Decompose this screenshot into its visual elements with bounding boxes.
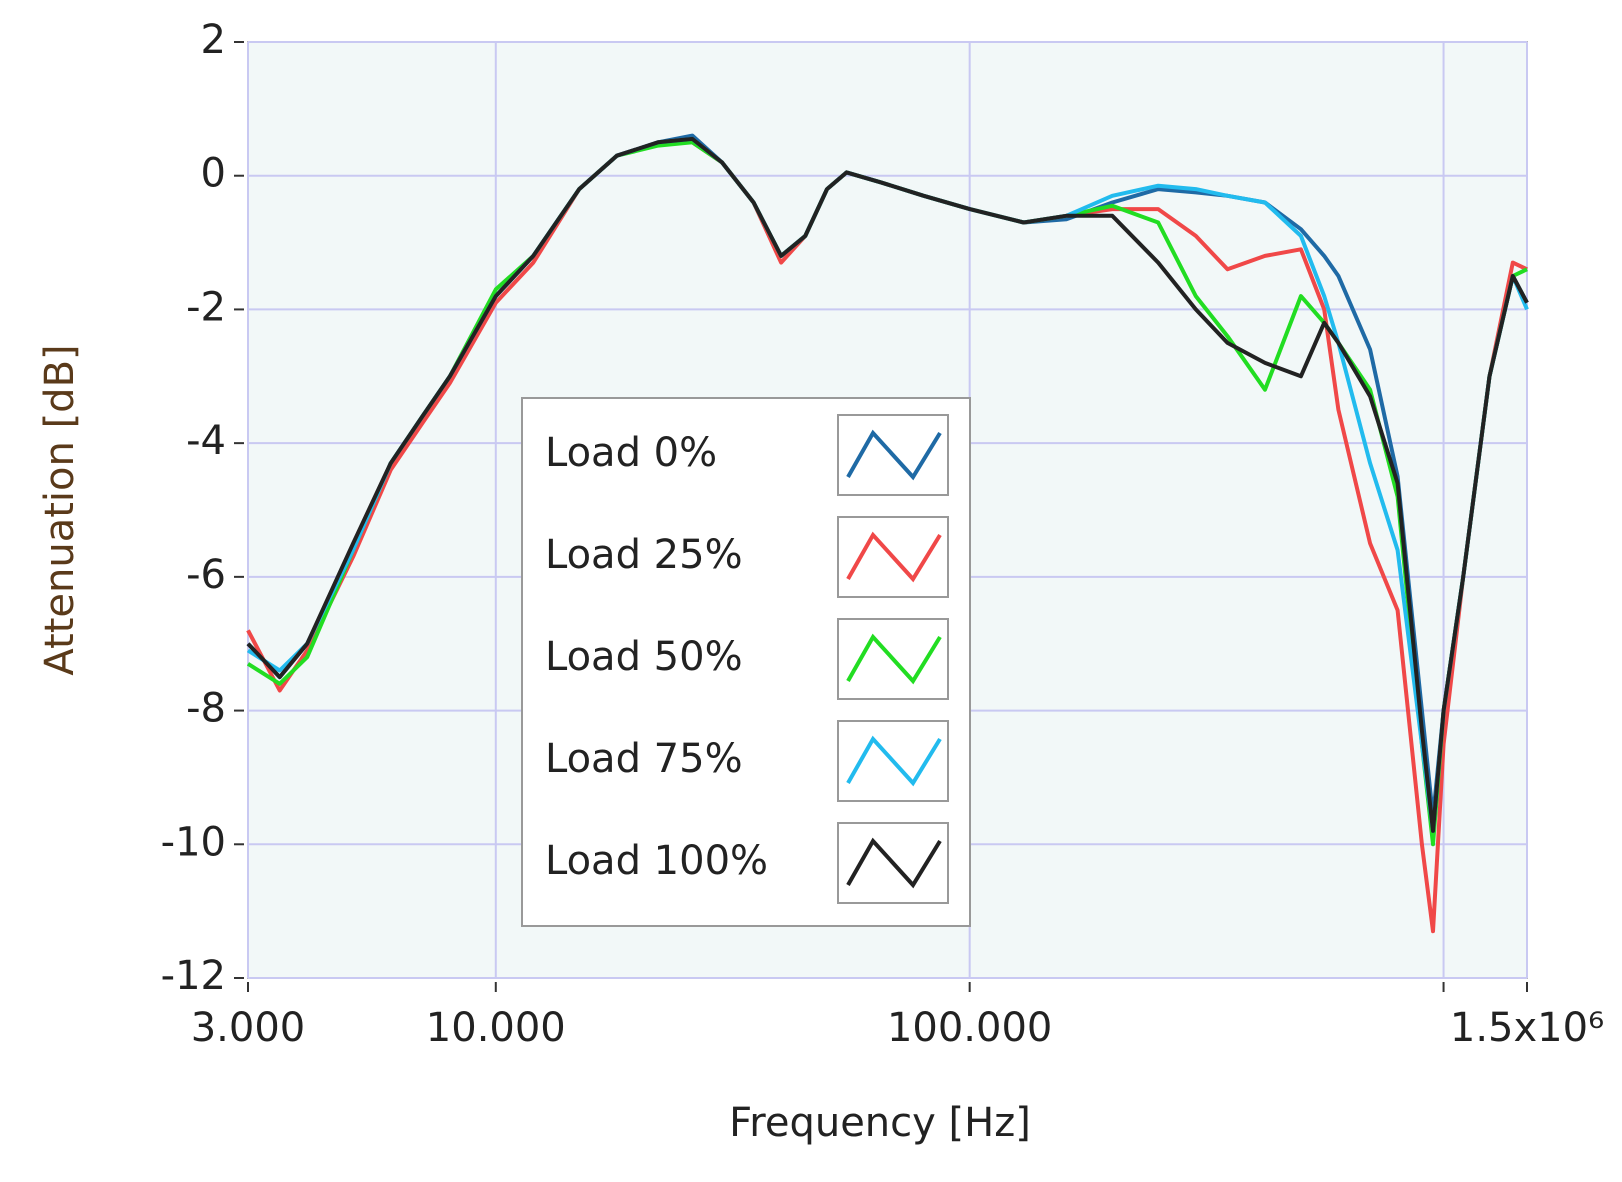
x-axis-label: Frequency [Hz]	[729, 1100, 1031, 1146]
legend-label: Load 75%	[545, 736, 743, 782]
legend-icon	[846, 633, 942, 685]
x-tick-label: 3.000	[191, 1005, 306, 1051]
legend-icon	[846, 531, 942, 583]
series-line	[246, 136, 1529, 833]
legend-label: Load 100%	[545, 838, 768, 884]
x-tick-label: 100.000	[887, 1005, 1052, 1051]
legend-label: Load 50%	[545, 634, 743, 680]
y-tick-label: -6	[186, 552, 226, 598]
legend-icon	[846, 735, 942, 787]
x-tick-label: 1.5x10⁶	[1450, 1005, 1604, 1051]
legend-icon	[846, 837, 942, 889]
y-tick-label: 2	[201, 17, 226, 63]
y-tick-label: -8	[186, 686, 226, 732]
y-tick-label: -10	[161, 819, 226, 865]
y-tick-label: -12	[161, 953, 226, 999]
y-axis-label: Attenuation [dB]	[37, 344, 83, 675]
y-tick-label: -2	[186, 284, 226, 330]
legend-label: Load 25%	[545, 532, 743, 578]
y-tick-label: 0	[201, 151, 226, 197]
x-tick-label: 10.000	[426, 1005, 566, 1051]
y-tick-label: -4	[186, 418, 226, 464]
legend-swatch	[837, 822, 949, 904]
legend-icon	[846, 429, 942, 481]
legend-label: Load 0%	[545, 430, 717, 476]
